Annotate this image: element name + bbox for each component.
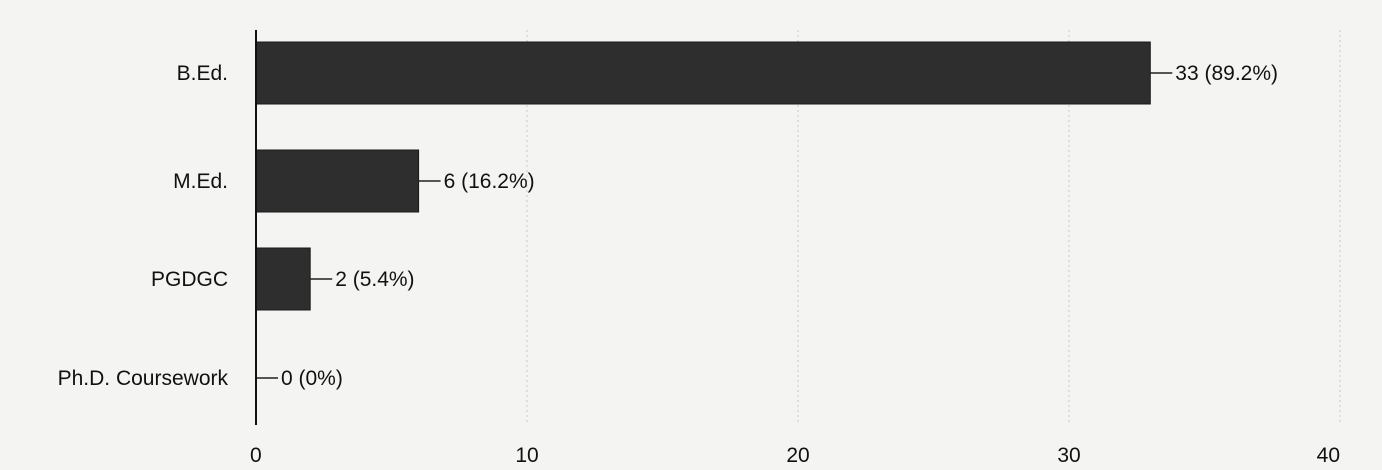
data-label: 33 (89.2%)	[1175, 62, 1278, 85]
x-tick-label: 30	[1057, 444, 1080, 467]
x-tick-label: 40	[1317, 444, 1340, 467]
data-label: 0 (0%)	[281, 367, 343, 390]
bar	[255, 41, 1151, 105]
bar	[255, 247, 311, 311]
category-label: PGDGC	[151, 268, 228, 291]
bar	[255, 149, 420, 213]
category-label: M.Ed.	[173, 170, 228, 193]
category-label: B.Ed.	[177, 62, 228, 85]
x-tick-label: 10	[515, 444, 538, 467]
x-tick-label: 20	[786, 444, 809, 467]
category-label: Ph.D. Coursework	[58, 367, 229, 390]
labels: 0 10 20 30 40 B.Ed. 33 (89.2%) M.Ed. 6 (16.2%) PG…	[58, 62, 1340, 467]
bars	[255, 41, 1151, 311]
x-tick-label: 0	[250, 444, 262, 467]
data-label: 2 (5.4%)	[335, 268, 414, 291]
data-label: 6 (16.2%)	[444, 170, 535, 193]
